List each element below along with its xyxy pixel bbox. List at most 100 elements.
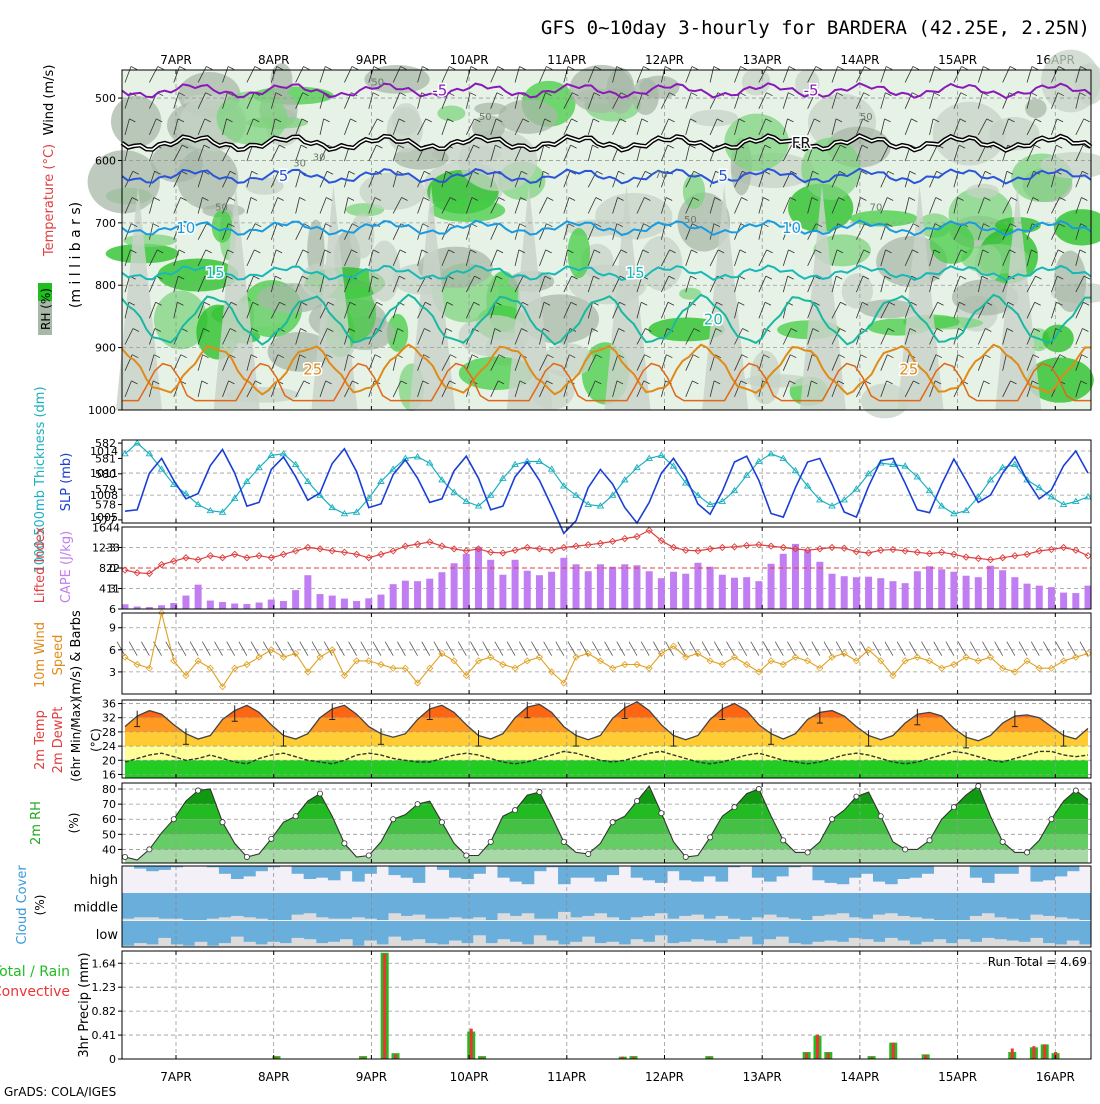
wind-speed-point <box>255 653 263 661</box>
wind-barb-flag <box>372 92 380 97</box>
wind-barb <box>782 92 789 109</box>
isotherm-line <box>121 264 1092 282</box>
wind-barb-flag <box>497 66 504 70</box>
wind-barb <box>514 380 521 398</box>
cape-bar <box>694 562 702 609</box>
cape-bar <box>511 559 519 609</box>
wind-barb <box>149 302 156 319</box>
rh-point <box>633 798 640 805</box>
rh-point <box>487 838 494 845</box>
cloud-low-cell <box>860 939 874 947</box>
wind-barb-flag <box>1006 328 1014 332</box>
cape-bar <box>840 576 848 609</box>
wind-barb <box>831 275 837 293</box>
wind-barb <box>1002 118 1009 136</box>
wind-barb <box>1026 223 1033 240</box>
day-label: 15APR <box>938 1070 977 1084</box>
wind-barb <box>1051 328 1057 345</box>
day-label: 16APR <box>1036 1070 1075 1084</box>
rh-shading <box>153 290 208 350</box>
wind-barb <box>636 249 644 267</box>
wind-barb-flag <box>303 223 310 228</box>
wind-barb <box>831 197 839 214</box>
thickness-point <box>1059 500 1068 508</box>
wind-barb <box>616 641 626 656</box>
wind-barb <box>1075 354 1082 371</box>
wind-barb-flag <box>348 354 355 359</box>
wind-barb <box>969 641 979 656</box>
wind-speed-point <box>353 657 361 665</box>
wind-barb <box>197 197 203 214</box>
rh-shading <box>474 102 507 115</box>
wind-barb <box>1002 92 1010 109</box>
wind-barb-flag <box>373 66 380 70</box>
wind-barb-flag <box>277 197 284 201</box>
wind-barb <box>799 641 808 656</box>
wind-barb <box>1002 171 1008 188</box>
wind-barb-flag <box>546 223 553 228</box>
cape-bar <box>889 581 897 609</box>
cloud-low-cell <box>667 943 680 947</box>
y-tick-label: 32 <box>102 712 116 725</box>
cloud-middle-cell <box>848 917 862 920</box>
wind-barb-flag <box>522 301 529 306</box>
wind-barb <box>433 641 443 656</box>
wind-barb-flag <box>912 223 920 228</box>
wind-barb-flag <box>788 92 795 97</box>
wind-barb <box>149 118 157 136</box>
wind-barb-flag <box>352 380 359 385</box>
rh-point <box>268 835 275 842</box>
cloud-middle-cell <box>630 917 644 920</box>
wind-barb-flag <box>860 354 867 359</box>
wind-speed-point <box>621 660 629 669</box>
wind-barb-flag <box>130 249 137 254</box>
wind-barb-flag <box>498 354 506 359</box>
thickness-point <box>1035 483 1044 491</box>
rh-shading <box>211 210 233 243</box>
wind-barb <box>148 380 154 397</box>
li-point <box>682 546 690 554</box>
cloud-middle-cell <box>497 913 511 920</box>
cape-bar <box>450 563 458 609</box>
wind-barb <box>953 328 959 345</box>
thickness-point <box>828 502 836 509</box>
wind-barb <box>860 641 869 656</box>
cloud-middle-cell <box>703 918 717 920</box>
wind-barb <box>758 302 766 319</box>
cloud-high-cell <box>315 866 329 878</box>
wind-speed-point <box>804 657 812 665</box>
wind-barb-flag <box>888 301 896 306</box>
wind-barb-flag <box>960 92 967 97</box>
wind-barb <box>344 380 353 398</box>
wind-barb-flag <box>908 197 916 201</box>
cloud-high-cell <box>558 866 571 885</box>
temp-line <box>124 701 1089 742</box>
wind-barb-flag <box>325 66 332 70</box>
wind-barb <box>977 328 986 345</box>
wind-barb-flag <box>1080 223 1087 228</box>
cloud-low-cell <box>279 943 293 947</box>
wind-barb <box>1075 223 1081 240</box>
wind-barb <box>1026 66 1033 83</box>
cloud-low-cell <box>243 941 256 947</box>
cloud-middle-cell <box>122 918 135 920</box>
wind-barb <box>197 380 203 397</box>
wind-barb-flag <box>154 170 161 175</box>
thickness-point <box>669 462 678 469</box>
wind-barb <box>1026 197 1034 214</box>
wind-barb-flag <box>251 170 258 175</box>
cloud-middle-cell <box>885 913 898 920</box>
wind-barb-flag <box>178 249 186 254</box>
wind-barb <box>587 197 597 214</box>
wind-speed-point <box>218 683 227 691</box>
wind-barb <box>563 197 570 214</box>
wind-barb <box>368 197 376 214</box>
wind-barb <box>148 197 155 214</box>
rh-point <box>219 819 226 826</box>
wind-barb <box>222 354 230 371</box>
rh-point <box>926 837 933 844</box>
rh-shading <box>741 68 771 96</box>
wind-barb-flag <box>1083 301 1090 306</box>
wind-barb <box>197 302 205 319</box>
cloud-low-cell <box>485 943 498 947</box>
